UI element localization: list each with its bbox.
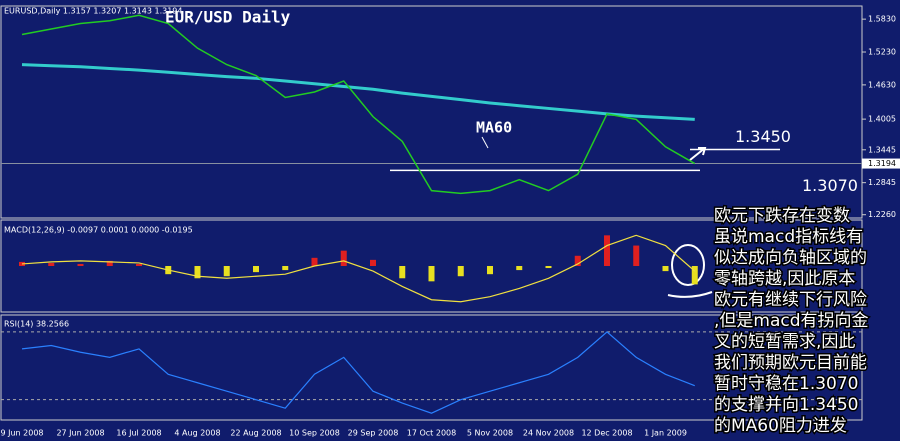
y-tick-label: 1.5230 bbox=[868, 48, 896, 57]
macd-bar bbox=[691, 266, 698, 285]
macd-bar bbox=[487, 266, 493, 275]
x-tick-label: 16 Jul 2008 bbox=[116, 429, 161, 438]
x-tick-label: 29 Sep 2008 bbox=[348, 429, 399, 438]
x-tick-label: 22 Aug 2008 bbox=[230, 429, 281, 438]
x-tick-label: 4 Aug 2008 bbox=[174, 429, 220, 438]
commentary-line: 叉的短暂需求,因此 bbox=[714, 332, 855, 352]
y-tick-label: 1.4630 bbox=[868, 80, 896, 89]
ma-pointer bbox=[481, 136, 489, 149]
level-label: 1.3070 bbox=[802, 176, 858, 195]
x-tick-label: 24 Nov 2008 bbox=[523, 429, 574, 438]
rsi-line bbox=[21, 331, 695, 414]
rsi-pane bbox=[0, 314, 863, 421]
macd-bar bbox=[370, 259, 376, 266]
commentary-line: 欧元下跌存在变数 bbox=[714, 206, 850, 226]
highlight-circle bbox=[671, 244, 705, 286]
macd-bar bbox=[399, 266, 406, 279]
macd-bar bbox=[428, 266, 435, 282]
macd-signal bbox=[21, 234, 696, 303]
macd-bar bbox=[136, 263, 142, 266]
ma-annotation: MA60 bbox=[476, 119, 512, 137]
y-tick-label: 1.5830 bbox=[868, 15, 896, 24]
macd-bar bbox=[253, 266, 259, 273]
macd-bar bbox=[282, 266, 289, 271]
macd-label: MACD(12,26,9) -0.0097 0.0001 0.0000 -0.0… bbox=[4, 226, 193, 235]
commentary-line: 我们预期欧元目前能 bbox=[714, 353, 867, 373]
macd-pane bbox=[0, 219, 863, 313]
commentary-line: 暂时守稳在1.3070 bbox=[714, 374, 858, 394]
x-tick-label: 27 Jun 2008 bbox=[56, 429, 104, 438]
y-tick-label: 1.3445 bbox=[868, 145, 896, 154]
commentary-line: 的支撑并向1.3450 bbox=[714, 395, 858, 415]
x-tick-label: 17 Oct 2008 bbox=[407, 429, 456, 438]
macd-bar bbox=[604, 235, 610, 266]
macd-bar bbox=[516, 266, 523, 271]
macd-bar bbox=[311, 257, 318, 266]
macd-bar bbox=[77, 263, 84, 266]
chart-title: EUR/USD Daily bbox=[165, 8, 291, 27]
header: EURUSD,Daily 1.3157 1.3207 1.3143 1.3194 bbox=[4, 7, 183, 16]
macd-bar bbox=[194, 266, 201, 279]
macd-bar bbox=[48, 262, 55, 266]
level-label: 1.3450 bbox=[735, 127, 791, 146]
rsi-label: RSI(14) 38.2566 bbox=[4, 320, 69, 329]
x-tick-label: 12 Dec 2008 bbox=[581, 429, 632, 438]
current-price-label: 1.3194 bbox=[868, 159, 896, 168]
price-line bbox=[21, 14, 696, 195]
price-pane bbox=[0, 5, 863, 219]
macd-bar bbox=[574, 255, 581, 266]
commentary-line: 零轴跨越,因此原本 bbox=[714, 269, 855, 289]
macd-bar bbox=[340, 250, 347, 266]
commentary-line: 虽说macd指标线有 bbox=[714, 227, 863, 247]
ma-line bbox=[21, 63, 695, 121]
commentary-line: ,但是macd有拐向金 bbox=[714, 311, 869, 331]
macd-bar bbox=[633, 245, 640, 266]
x-tick-label: 5 Nov 2008 bbox=[467, 429, 513, 438]
macd-bar bbox=[106, 260, 113, 266]
y-tick-label: 1.2845 bbox=[868, 178, 896, 187]
x-tick-label: 1 Jan 2009 bbox=[644, 429, 687, 438]
y-tick-label: 1.4005 bbox=[868, 115, 896, 124]
commentary-line: 欧元有继续下行风险 bbox=[714, 290, 867, 310]
macd-bar bbox=[662, 266, 669, 272]
macd-bar bbox=[457, 266, 464, 277]
macd-bar bbox=[223, 266, 230, 277]
x-tick-label: 9 Jun 2008 bbox=[0, 429, 43, 438]
x-tick-label: 10 Sep 2008 bbox=[289, 429, 340, 438]
arrow bbox=[667, 291, 713, 298]
macd-bar bbox=[545, 266, 552, 269]
y-tick-label: 1.2260 bbox=[868, 210, 896, 219]
commentary-line: 似达成向负轴区域的 bbox=[714, 248, 867, 268]
commentary-line: 的MA60阻力进发 bbox=[714, 416, 847, 436]
current-price-box bbox=[862, 158, 900, 169]
